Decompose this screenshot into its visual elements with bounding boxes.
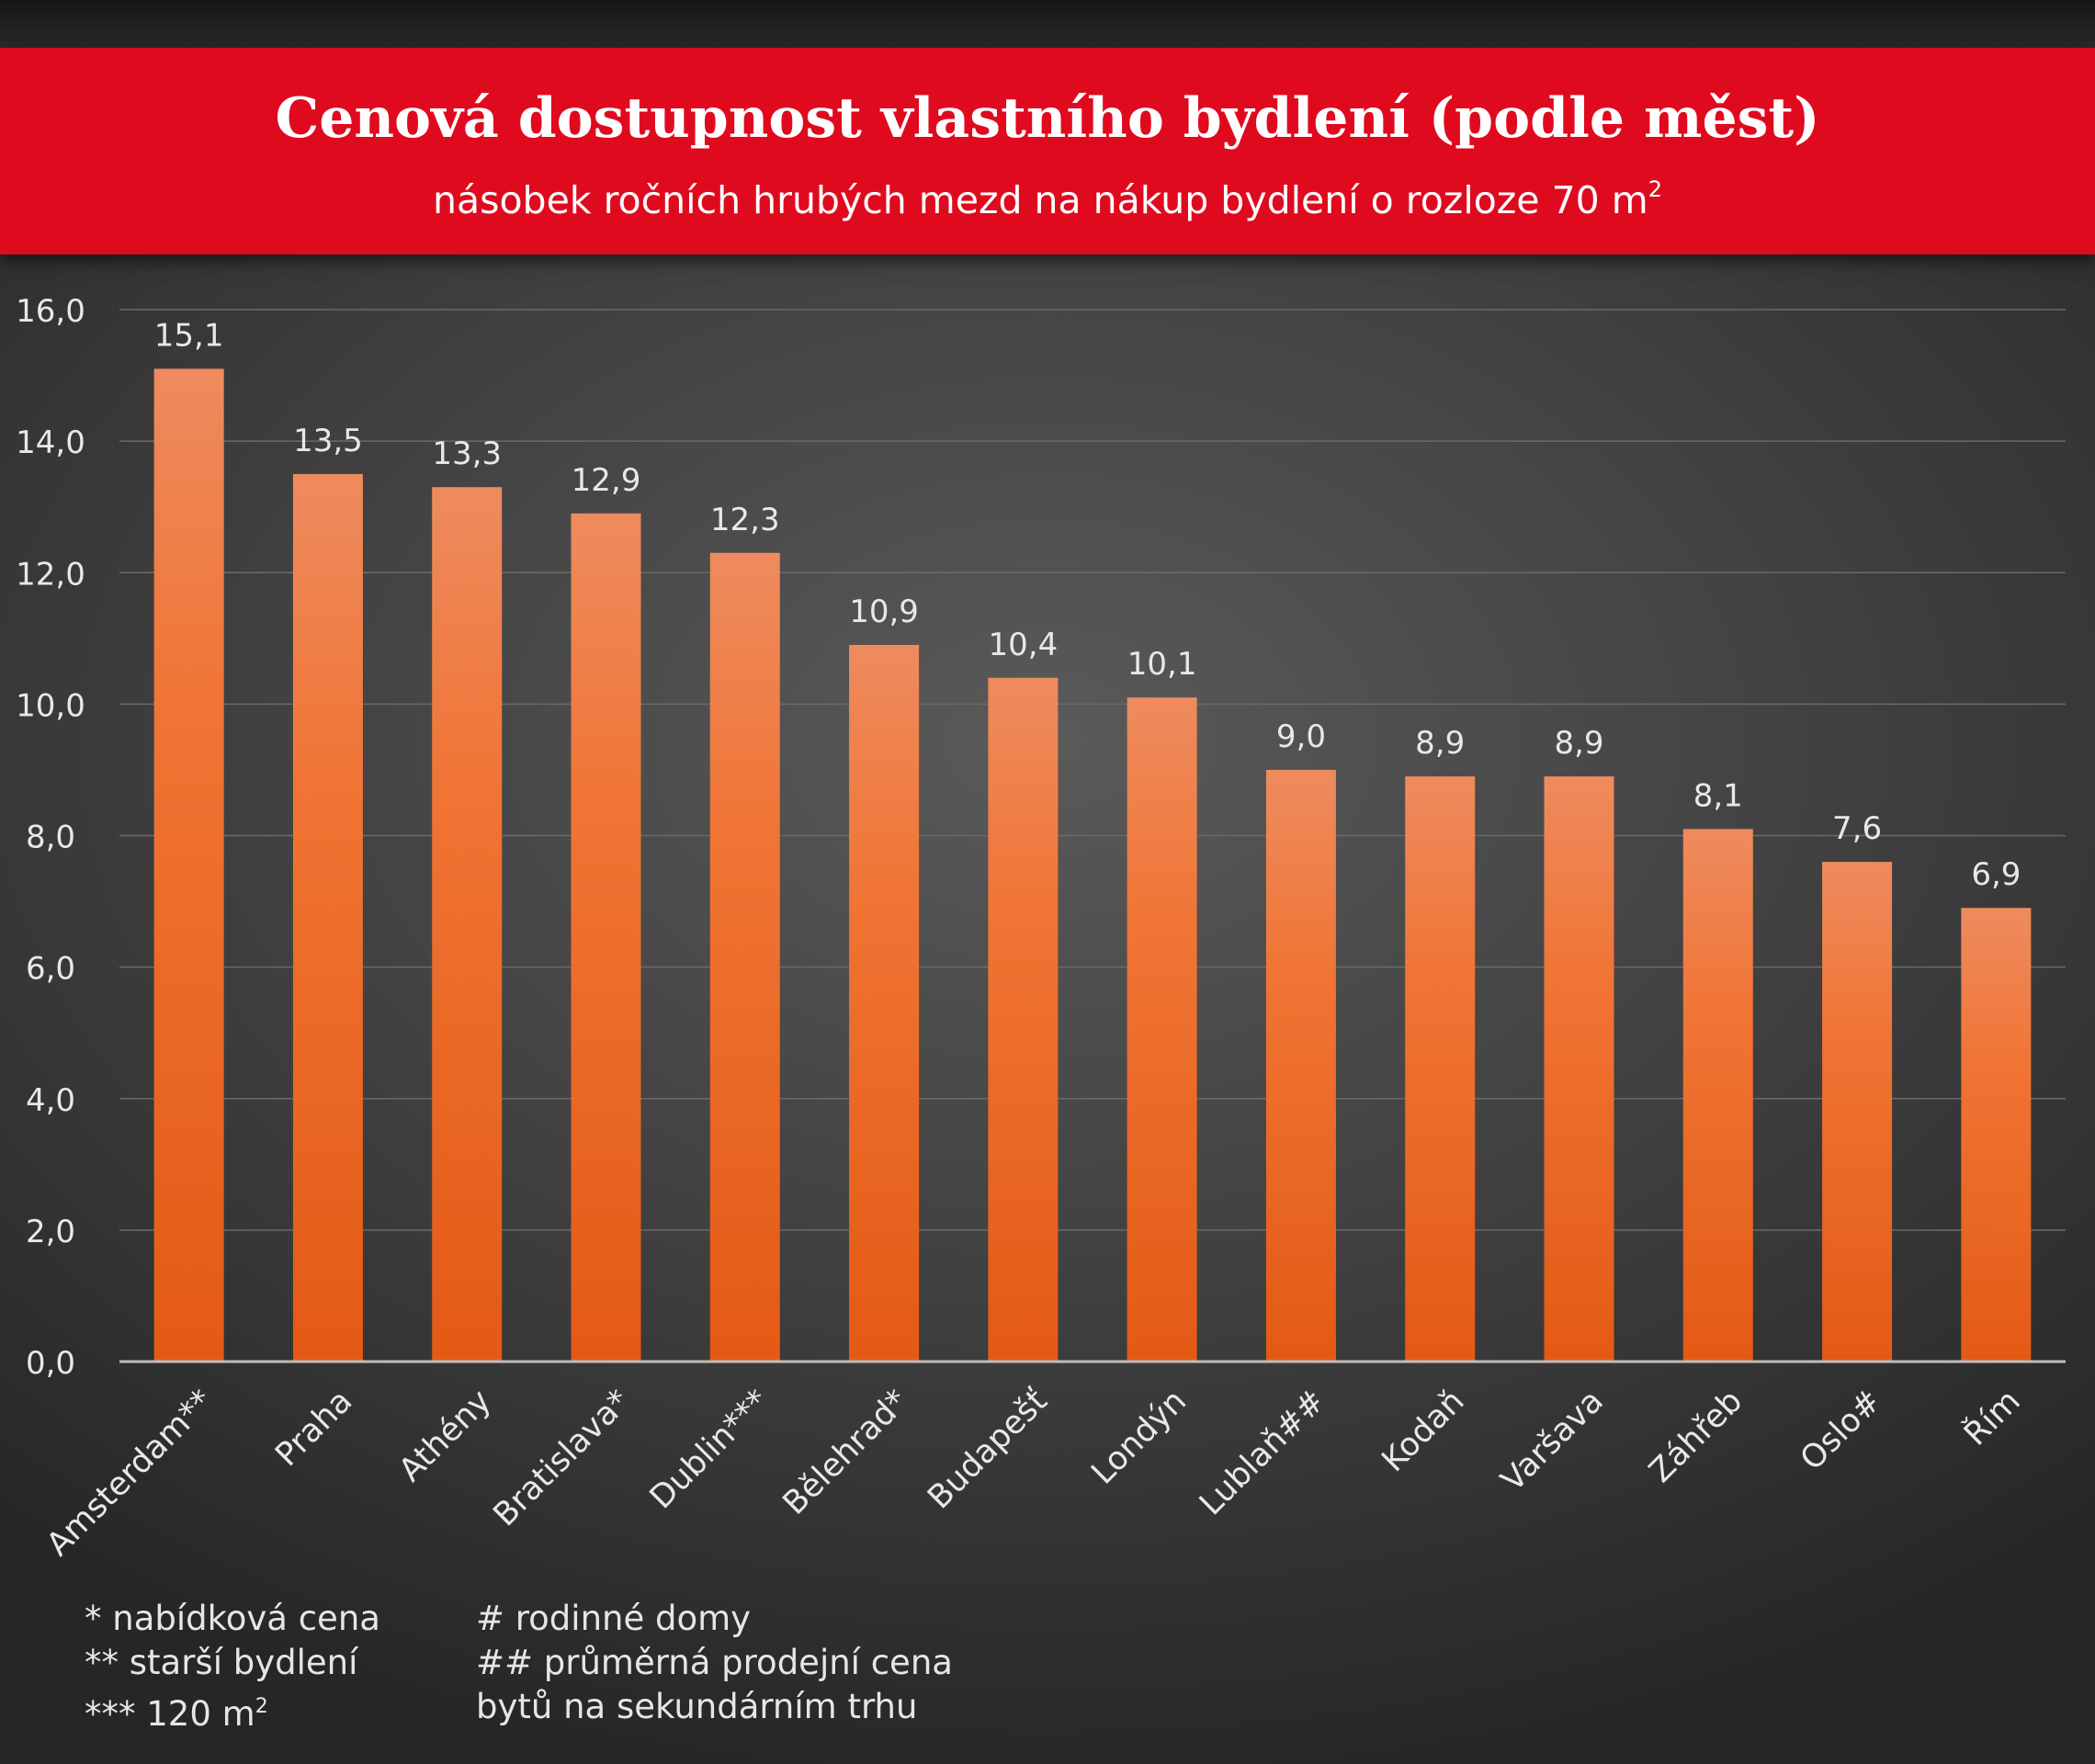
bar	[1961, 908, 2032, 1362]
chart-subtitle: násobek ročních hrubých mezd na nákup by…	[0, 176, 2095, 222]
bar	[571, 513, 641, 1362]
x-tick-label: Dublin***	[643, 1383, 776, 1516]
x-tick-label: Londýn	[1085, 1383, 1195, 1492]
x-tick-label: Bělehrad*	[776, 1383, 916, 1522]
y-tick-label: 0,0	[26, 1345, 75, 1382]
footnotes-left: * nabídková cena ** starší bydlení *** 1…	[85, 1597, 380, 1736]
x-tick-label: Athény	[392, 1383, 499, 1489]
bar-value-label: 8,9	[1415, 725, 1465, 762]
footnote-120m2: *** 120 m2	[85, 1685, 380, 1736]
x-tick-label: Praha	[268, 1383, 359, 1474]
bar-value-label: 13,5	[293, 423, 363, 459]
y-tick-label: 12,0	[16, 556, 85, 593]
bar-value-label: 8,9	[1554, 725, 1603, 762]
footnote-older-housing: ** starší bydlení	[85, 1643, 358, 1682]
x-tick-label: Řím	[1956, 1382, 2028, 1453]
bar-value-label: 15,1	[154, 317, 224, 354]
bar-value-label: 12,9	[572, 462, 641, 499]
y-axis-ticks: 0,0 2,0 4,0 6,0 8,0 10,0 12,0 14,0 16,0	[16, 293, 85, 1382]
x-tick-label: Bratislava*	[487, 1383, 638, 1533]
value-labels: 15,1 13,5 13,3 12,9 12,3 10,9 10,4 10,1 9,0 8,9 8,…	[154, 317, 2021, 893]
bar-value-label: 7,6	[1832, 810, 1882, 847]
bar-value-label: 10,1	[1127, 646, 1197, 683]
bar	[1127, 697, 1197, 1362]
bar-value-label: 10,4	[989, 627, 1059, 663]
bar	[1265, 769, 1336, 1362]
footnote-120m2-text: *** 120 m	[85, 1694, 255, 1734]
x-tick-label: Amsterdam**	[40, 1383, 221, 1564]
footnote-average-price: ## průměrná prodejní cena	[476, 1643, 953, 1682]
bar-value-label: 12,3	[710, 502, 780, 538]
bar	[292, 473, 363, 1362]
bar	[432, 487, 503, 1362]
subtitle-text: násobek ročních hrubých mezd na nákup by…	[433, 178, 1648, 222]
footnote-120m2-superscript: 2	[255, 1695, 268, 1718]
footnote-offer-price: * nabídková cena	[85, 1599, 380, 1638]
y-tick-label: 2,0	[26, 1214, 75, 1250]
bar-value-label: 13,3	[432, 435, 502, 472]
bar	[849, 644, 920, 1362]
top-dark-strip	[0, 0, 2095, 48]
y-tick-label: 10,0	[16, 687, 85, 724]
gridlines	[119, 309, 2066, 1231]
subtitle-superscript: 2	[1648, 176, 1662, 202]
bar	[988, 677, 1059, 1362]
footnotes-right: # rodinné domy ## průměrná prodejní cena…	[476, 1597, 953, 1729]
bars	[153, 368, 2032, 1362]
bar	[153, 368, 224, 1362]
x-tick-label: Budapešť	[921, 1383, 1055, 1517]
header-band: Cenová dostupnost vlastního bydlení (pod…	[0, 48, 2095, 254]
bar	[1682, 829, 1753, 1362]
y-tick-label: 14,0	[16, 424, 85, 461]
x-tick-label: Kodaň	[1376, 1383, 1472, 1479]
x-tick-label: Varšava	[1494, 1383, 1611, 1499]
bar	[1544, 776, 1614, 1362]
bar-value-label: 10,9	[849, 594, 919, 630]
chart-title: Cenová dostupnost vlastního bydlení (pod…	[275, 86, 1820, 151]
y-tick-label: 4,0	[26, 1082, 75, 1119]
bar	[1822, 862, 1893, 1362]
x-tick-label: Záhřeb	[1642, 1383, 1750, 1490]
bar	[1405, 776, 1476, 1362]
bar-value-label: 9,0	[1276, 718, 1326, 755]
footnote-family-houses: # rodinné domy	[476, 1599, 752, 1638]
bar-value-label: 6,9	[1971, 856, 2021, 893]
bar	[709, 552, 780, 1362]
y-tick-label: 16,0	[16, 293, 85, 330]
y-tick-label: 8,0	[26, 820, 75, 856]
y-tick-label: 6,0	[26, 951, 75, 988]
footnote-secondary-market: bytů na sekundárním trhu	[476, 1687, 918, 1726]
x-tick-label: Lublaň##	[1193, 1383, 1332, 1522]
x-tick-label: Oslo#	[1794, 1383, 1888, 1477]
bar-value-label: 8,1	[1693, 777, 1743, 814]
